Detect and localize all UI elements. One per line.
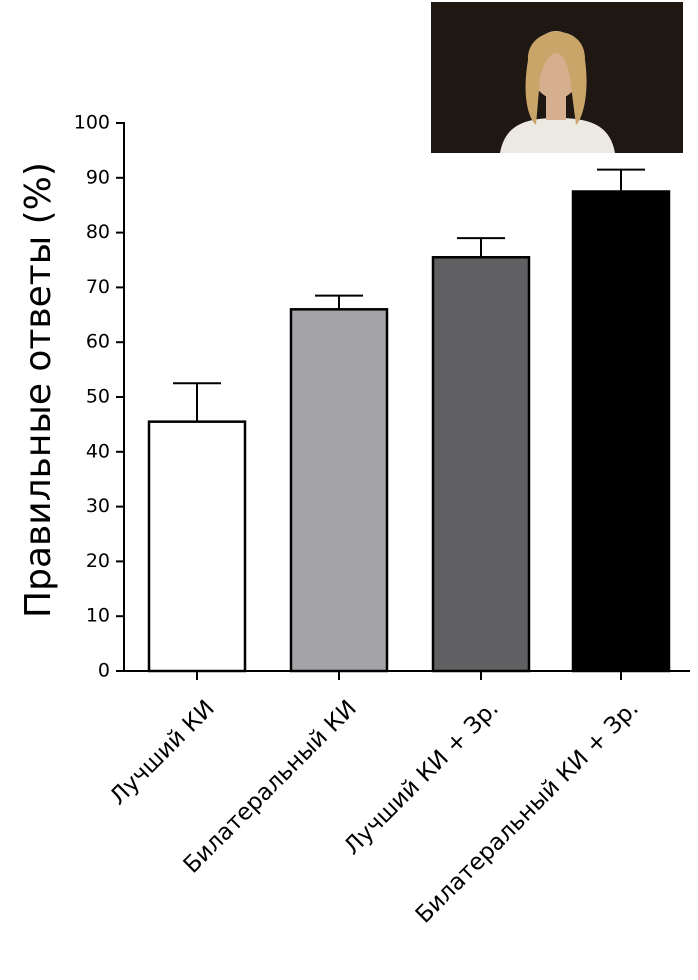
x-tick-label: Лучший КИ + Зр. bbox=[339, 695, 504, 860]
x-tick-label: Лучший КИ bbox=[105, 695, 220, 810]
x-tick-label: Билатеральный КИ + Зр. bbox=[411, 695, 644, 928]
y-axis-label: Правильные ответы (%) bbox=[18, 162, 59, 618]
bar bbox=[291, 309, 387, 671]
y-tick-label: 100 bbox=[74, 112, 110, 134]
y-tick-label: 40 bbox=[86, 440, 110, 462]
bar bbox=[149, 422, 245, 671]
y-tick-label: 30 bbox=[86, 495, 110, 517]
y-tick-label: 70 bbox=[86, 276, 110, 298]
bar bbox=[573, 192, 669, 672]
y-tick-label: 0 bbox=[98, 660, 110, 682]
video-thumbnail bbox=[431, 2, 683, 153]
chart: Правильные ответы (%) 0 10 20 30 40 50 60 70 80 9… bbox=[0, 0, 698, 980]
y-tick-label: 80 bbox=[86, 221, 110, 243]
y-tick-label: 90 bbox=[86, 166, 110, 188]
y-tick-label: 20 bbox=[86, 550, 110, 572]
y-tick-label: 50 bbox=[86, 386, 110, 408]
y-tick-label: 10 bbox=[86, 605, 110, 627]
bar bbox=[433, 257, 529, 671]
y-tick-label: 60 bbox=[86, 331, 110, 353]
